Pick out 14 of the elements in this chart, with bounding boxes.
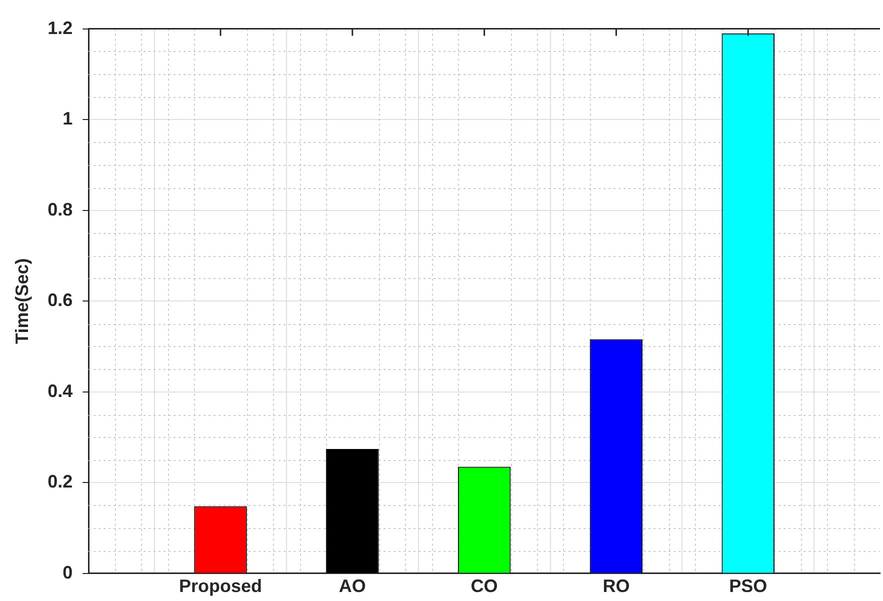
y-tick-label: 0.8 (48, 199, 73, 220)
y-tick-label: 0.2 (48, 472, 73, 492)
y-tick-label: 0.6 (48, 290, 73, 310)
y-tick-label: 0 (62, 562, 73, 582)
x-tick-label: AO (338, 576, 366, 596)
bar (326, 449, 379, 573)
x-tick-label: PSO (729, 576, 768, 596)
y-axis-title: Time(Sec) (12, 258, 32, 344)
x-tick-label: Proposed (179, 576, 262, 596)
x-tick-label: CO (470, 576, 498, 596)
y-tick-label: 1 (62, 108, 73, 129)
y-tick-label: 0.4 (48, 380, 73, 401)
x-tick-label: RO (602, 576, 630, 596)
y-tick-label: 1.2 (48, 18, 73, 38)
